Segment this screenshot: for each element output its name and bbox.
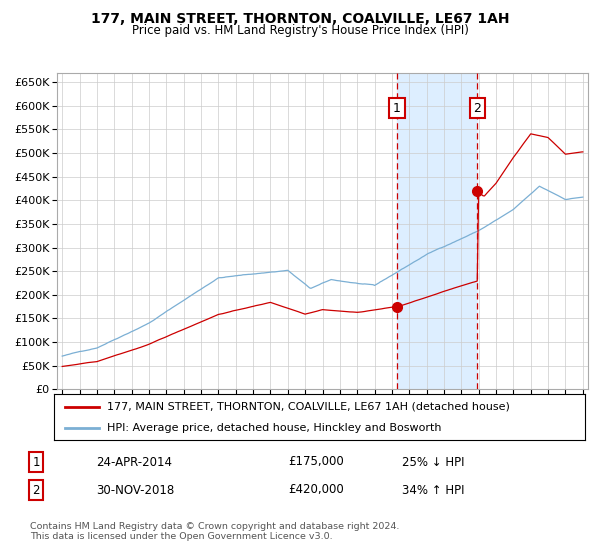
Text: 177, MAIN STREET, THORNTON, COALVILLE, LE67 1AH (detached house): 177, MAIN STREET, THORNTON, COALVILLE, L… [107, 402, 510, 412]
Text: £420,000: £420,000 [288, 483, 344, 497]
Text: 25% ↓ HPI: 25% ↓ HPI [402, 455, 464, 469]
Bar [397, 73, 477, 389]
Text: 177, MAIN STREET, THORNTON, COALVILLE, LE67 1AH: 177, MAIN STREET, THORNTON, COALVILLE, L… [91, 12, 509, 26]
Text: £175,000: £175,000 [288, 455, 344, 469]
Text: Price paid vs. HM Land Registry's House Price Index (HPI): Price paid vs. HM Land Registry's House … [131, 24, 469, 36]
Text: 24-APR-2014: 24-APR-2014 [96, 455, 172, 469]
Text: Contains HM Land Registry data © Crown copyright and database right 2024.
This d: Contains HM Land Registry data © Crown c… [30, 522, 400, 542]
Text: 2: 2 [473, 102, 481, 115]
Text: 1: 1 [393, 102, 401, 115]
Text: HPI: Average price, detached house, Hinckley and Bosworth: HPI: Average price, detached house, Hinc… [107, 423, 442, 433]
Text: 34% ↑ HPI: 34% ↑ HPI [402, 483, 464, 497]
Text: 1: 1 [32, 455, 40, 469]
Text: 30-NOV-2018: 30-NOV-2018 [96, 483, 174, 497]
Text: 2: 2 [32, 483, 40, 497]
